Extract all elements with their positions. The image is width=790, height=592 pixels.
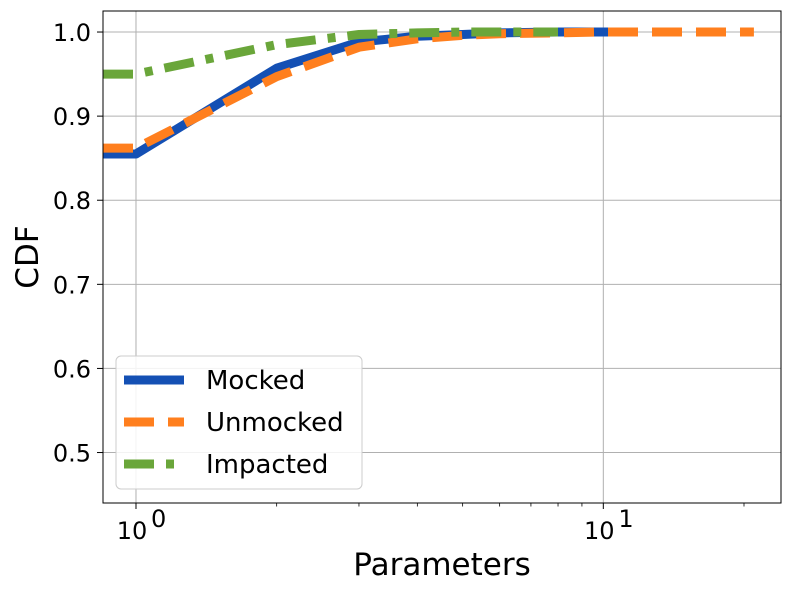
legend-label-impacted: Impacted <box>206 450 328 480</box>
x-tick-label: 10 <box>117 517 148 545</box>
legend-label-mocked: Mocked <box>206 366 305 396</box>
y-tick-label: 0.7 <box>53 271 91 299</box>
x-tick-exponent: 1 <box>618 505 633 533</box>
y-tick-label: 0.9 <box>53 103 91 131</box>
x-axis-label: Parameters <box>353 547 530 583</box>
y-axis-ticks: 0.5 0.6 0.7 0.8 0.9 1.0 <box>53 19 103 468</box>
series-line-impacted <box>103 27 558 79</box>
y-tick-label: 0.6 <box>53 355 91 383</box>
legend: Mocked Unmocked Impacted <box>115 355 363 490</box>
y-tick-label: 0.5 <box>53 440 91 468</box>
x-tick-label: 10 <box>584 517 615 545</box>
series-line-unmocked <box>103 27 754 153</box>
series-layer <box>103 27 754 159</box>
y-axis-label: CDF <box>10 225 46 288</box>
y-tick-label: 0.8 <box>53 187 91 215</box>
x-tick-exponent: 0 <box>151 505 166 533</box>
plot-frame <box>102 10 782 504</box>
legend-label-unmocked: Unmocked <box>206 408 344 438</box>
y-tick-label: 1.0 <box>53 19 91 47</box>
legend-box <box>115 355 363 490</box>
x-axis-ticks: 10 0 10 1 <box>117 503 745 545</box>
